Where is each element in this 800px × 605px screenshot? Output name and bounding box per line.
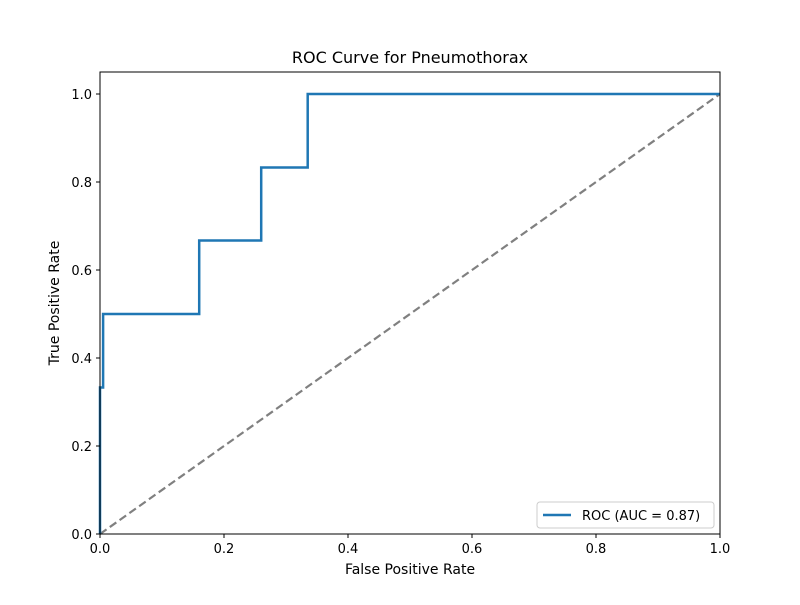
y-axis-label: True Positive Rate (47, 241, 63, 367)
y-tick-label: 0.0 (71, 528, 92, 543)
x-tick-label: 0.0 (90, 542, 111, 557)
x-tick-label: 0.8 (586, 542, 607, 557)
y-tick-label: 1.0 (71, 88, 92, 103)
roc-curve-line (98, 92, 720, 534)
x-tick-label: 1.0 (710, 542, 731, 557)
x-tick-label: 0.4 (338, 542, 359, 557)
chance-diagonal-line (99, 93, 721, 535)
y-axis-ticks: 0.0 0.2 0.4 0.6 0.8 1.0 (71, 88, 100, 543)
legend: ROC (AUC = 0.87) (536, 501, 715, 529)
plot-area: 0.0 0.2 0.4 0.6 0.8 1.0 0.0 0.2 0.4 0.6 0.8 1.0 (71, 71, 731, 557)
legend-label-roc: ROC (AUC = 0.87) (582, 509, 700, 524)
y-tick-label: 0.4 (71, 352, 92, 367)
plot-frame (99, 71, 721, 535)
x-tick-label: 0.2 (214, 542, 235, 557)
y-tick-label: 0.8 (71, 176, 92, 191)
series-layer (98, 92, 721, 535)
x-axis-ticks: 0.0 0.2 0.4 0.6 0.8 1.0 (90, 534, 731, 557)
legend-box (536, 501, 715, 529)
chart-title: ROC Curve for Pneumothorax (292, 48, 528, 67)
x-axis-label: False Positive Rate (345, 562, 475, 578)
x-tick-label: 0.6 (462, 542, 483, 557)
y-tick-label: 0.6 (71, 264, 92, 279)
y-tick-label: 0.2 (71, 440, 92, 455)
